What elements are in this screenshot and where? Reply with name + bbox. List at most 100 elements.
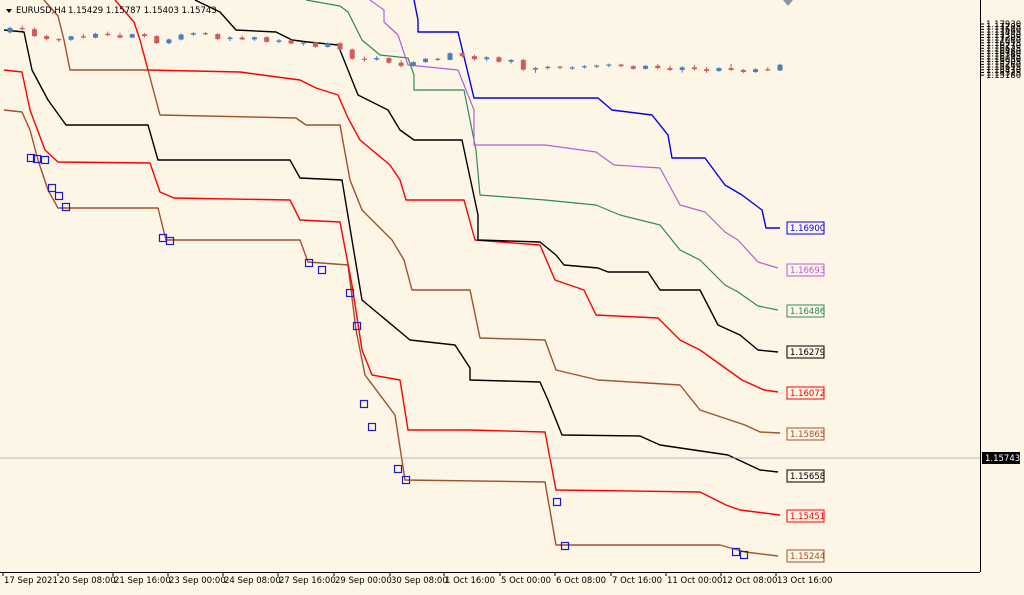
candle-body bbox=[716, 68, 722, 72]
candle bbox=[56, 37, 62, 43]
candle-body bbox=[679, 67, 685, 70]
candle bbox=[459, 52, 465, 58]
signal-marker bbox=[345, 288, 355, 298]
signal-marker bbox=[359, 399, 369, 409]
candle bbox=[691, 64, 697, 71]
level-label-text: 1.15244 bbox=[790, 552, 825, 562]
candle-body bbox=[643, 65, 649, 69]
candle bbox=[704, 66, 710, 73]
candle-body bbox=[520, 59, 526, 70]
level-label-box bbox=[786, 221, 825, 235]
candle-body bbox=[374, 58, 380, 60]
signal-marker bbox=[165, 236, 175, 246]
line-level-label: 1.16900 bbox=[786, 221, 825, 235]
time-tick-label: 23 Sep 00:00 bbox=[169, 576, 226, 586]
signal-marker bbox=[393, 464, 403, 474]
candle bbox=[264, 36, 270, 43]
candle-body bbox=[325, 43, 331, 47]
candle-body bbox=[471, 56, 477, 60]
candle bbox=[251, 36, 257, 41]
candle-body bbox=[349, 49, 355, 59]
shift-marker-icon[interactable] bbox=[783, 0, 793, 6]
candle bbox=[19, 25, 25, 31]
candle bbox=[239, 35, 245, 41]
level-label-text: 1.16072 bbox=[790, 389, 825, 399]
candle bbox=[643, 65, 649, 70]
candle-body bbox=[740, 69, 746, 72]
candle-body bbox=[215, 34, 221, 40]
candle-body bbox=[313, 42, 319, 47]
candle-body bbox=[435, 58, 441, 60]
time-tick-label: 7 Oct 16:00 bbox=[612, 576, 662, 586]
candle-body bbox=[728, 68, 734, 70]
candle-body bbox=[423, 58, 429, 63]
candle bbox=[349, 48, 355, 60]
indicator-step-line bbox=[3, 109, 779, 557]
candle-body bbox=[496, 57, 502, 62]
current-price-value: 1.15743 bbox=[985, 454, 1020, 464]
line-level-label: 1.16279 bbox=[786, 345, 825, 359]
candle bbox=[7, 26, 13, 34]
price-tick-label: 1.16625 bbox=[986, 44, 1021, 54]
price-tick-label: 1.15325 bbox=[986, 68, 1021, 78]
candle-body bbox=[777, 64, 783, 71]
time-tick-label: 1 Oct 16:00 bbox=[445, 576, 495, 586]
indicator-step-line bbox=[305, 0, 779, 311]
signal-marker bbox=[317, 265, 327, 275]
indicator-step-line bbox=[114, 0, 779, 393]
indicator-step-line bbox=[43, 0, 781, 434]
candle bbox=[447, 52, 453, 61]
level-label-box bbox=[786, 469, 825, 483]
candle-body bbox=[19, 27, 25, 30]
price-tick-label: 1.17060 bbox=[986, 36, 1021, 46]
candle bbox=[484, 56, 490, 62]
time-tick-label: 30 Sep 08:00 bbox=[391, 576, 448, 586]
candle bbox=[679, 66, 685, 73]
candle-body bbox=[398, 62, 404, 66]
candle-body bbox=[251, 37, 257, 40]
candle bbox=[31, 27, 37, 38]
candle bbox=[129, 33, 135, 38]
signal-marker bbox=[552, 497, 562, 507]
level-label-box bbox=[786, 304, 825, 318]
axis-frame bbox=[0, 0, 981, 573]
time-tick-label: 27 Sep 16:00 bbox=[279, 576, 336, 586]
candle bbox=[386, 57, 392, 64]
price-axis[interactable]: 1.179301.177851.176401.174951.173501.172… bbox=[980, 20, 1021, 81]
candle-body bbox=[508, 59, 514, 62]
signal-marker bbox=[32, 154, 42, 164]
candle bbox=[753, 68, 759, 73]
level-label-text: 1.16900 bbox=[790, 224, 825, 234]
level-label-text: 1.15451 bbox=[790, 512, 825, 522]
level-label-text: 1.15658 bbox=[790, 472, 825, 482]
candle-body bbox=[459, 53, 465, 57]
candle-body bbox=[203, 33, 209, 35]
candle bbox=[777, 63, 783, 72]
collapse-arrow-icon[interactable] bbox=[6, 9, 12, 13]
candle-body bbox=[594, 65, 600, 67]
time-tick-label: 17 Sep 2021 bbox=[4, 576, 58, 586]
candle bbox=[728, 63, 734, 72]
candle bbox=[300, 41, 306, 46]
line-level-label: 1.15451 bbox=[786, 509, 825, 523]
chart-header: EURUSD,H4 1.15429 1.15787 1.15403 1.1574… bbox=[6, 0, 793, 16]
indicator-step-line bbox=[3, 29, 779, 473]
candle-body bbox=[141, 34, 147, 37]
candle bbox=[325, 42, 331, 48]
signal-marker bbox=[54, 191, 64, 201]
signal-marker bbox=[739, 550, 749, 560]
current-price-tag: 1.15743 bbox=[982, 452, 1020, 464]
candle-body bbox=[386, 58, 392, 63]
signal-marker bbox=[731, 547, 741, 557]
candle bbox=[740, 68, 746, 74]
indicator-lines bbox=[3, 0, 781, 557]
price-tick-label: 1.16770 bbox=[986, 42, 1021, 52]
candle bbox=[435, 57, 441, 61]
candle bbox=[80, 33, 86, 39]
candle bbox=[178, 33, 184, 41]
price-tick-label: 1.15180 bbox=[986, 71, 1021, 81]
candle bbox=[190, 32, 196, 37]
